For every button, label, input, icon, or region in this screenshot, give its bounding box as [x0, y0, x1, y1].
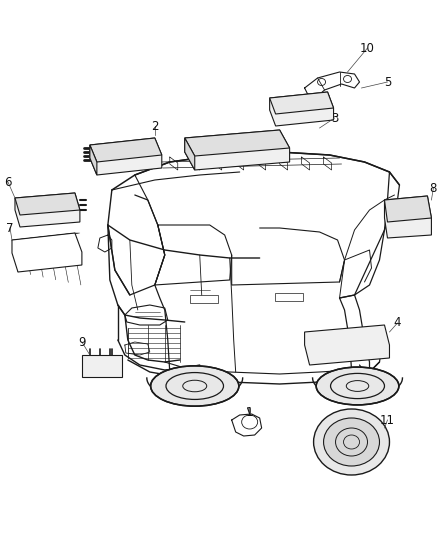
Text: 6: 6 — [4, 175, 12, 189]
Polygon shape — [90, 145, 97, 175]
Text: 5: 5 — [384, 76, 391, 88]
Text: 9: 9 — [78, 335, 86, 349]
Bar — [190, 295, 218, 303]
Polygon shape — [90, 138, 162, 175]
Polygon shape — [304, 325, 389, 365]
Polygon shape — [385, 196, 431, 222]
Ellipse shape — [316, 367, 399, 405]
Ellipse shape — [324, 418, 379, 466]
Polygon shape — [185, 130, 290, 170]
Polygon shape — [385, 196, 431, 238]
Ellipse shape — [151, 366, 239, 406]
Bar — [82, 355, 122, 377]
Text: 4: 4 — [394, 317, 401, 329]
Polygon shape — [185, 138, 195, 170]
Text: 7: 7 — [6, 222, 14, 235]
Text: 10: 10 — [360, 42, 375, 54]
Text: 1: 1 — [246, 406, 254, 418]
Text: 8: 8 — [430, 182, 437, 195]
Polygon shape — [12, 233, 82, 272]
Bar — [275, 293, 303, 301]
Text: 11: 11 — [380, 414, 395, 426]
Polygon shape — [15, 193, 80, 227]
Polygon shape — [270, 92, 334, 114]
Polygon shape — [185, 130, 290, 156]
Ellipse shape — [314, 409, 389, 475]
Text: 2: 2 — [151, 119, 159, 133]
Polygon shape — [270, 92, 334, 126]
Text: 3: 3 — [331, 111, 338, 125]
Polygon shape — [90, 138, 162, 162]
Polygon shape — [15, 193, 80, 215]
